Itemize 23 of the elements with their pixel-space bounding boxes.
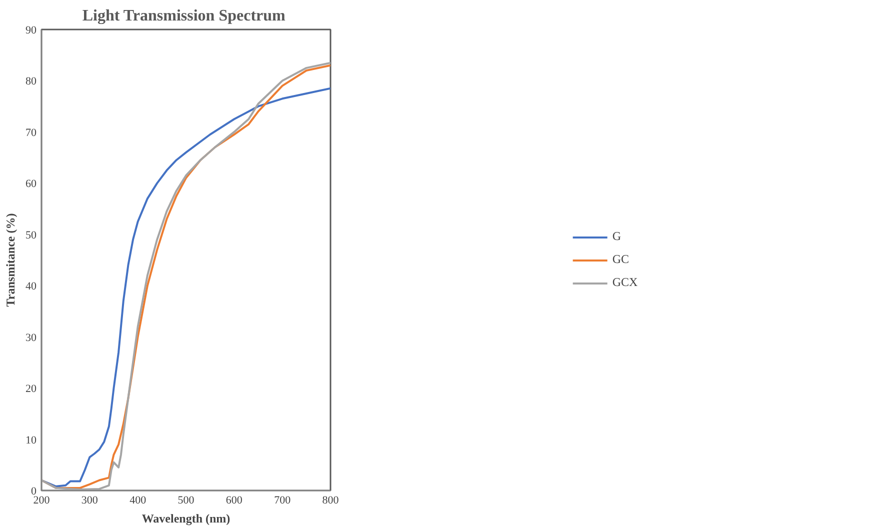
chart-title: Light Transmission Spectrum (82, 8, 286, 24)
x-tick-label: 600 (226, 494, 243, 506)
y-tick-label: 80 (26, 76, 37, 88)
x-tick-label: 500 (178, 494, 195, 506)
y-tick-label: 30 (26, 332, 37, 344)
y-tick-label: 70 (26, 126, 37, 139)
legend-label: GCX (612, 275, 638, 290)
y-tick-label: 40 (26, 280, 37, 293)
x-tick-label: 700 (274, 494, 292, 506)
y-axis-title: Transmitance (%) (4, 213, 18, 307)
x-tick-label: 800 (322, 494, 340, 506)
y-tick-label: 0 (31, 486, 37, 498)
y-tick-label: 10 (26, 434, 37, 446)
x-tick-label: 300 (81, 494, 98, 506)
x-tick-label: 400 (130, 494, 147, 506)
y-tick-label: 50 (26, 229, 37, 242)
y-tick-label: 90 (26, 24, 37, 36)
legend-label: GC (612, 252, 630, 267)
x-axis-title: Wavelength (nm) (142, 512, 230, 526)
y-tick-label: 20 (26, 383, 37, 396)
x-tick-label: 200 (33, 494, 50, 506)
legend-label: G (612, 229, 622, 244)
y-tick-label: 60 (26, 178, 37, 190)
